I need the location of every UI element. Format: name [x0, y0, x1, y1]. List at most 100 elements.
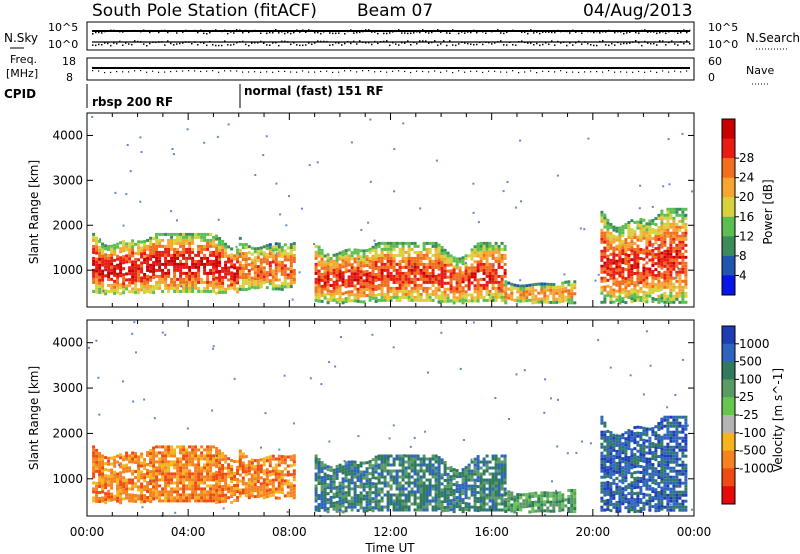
- echo-cell: [458, 257, 462, 261]
- echo-cell: [494, 247, 498, 251]
- echo-cell: [503, 268, 507, 272]
- echo-cell: [600, 279, 604, 283]
- echo-cell: [143, 240, 147, 243]
- echo-cell: [488, 295, 492, 299]
- echo-cell: [624, 280, 628, 284]
- echo-cell: [329, 296, 333, 299]
- colorbar-swatch: [722, 275, 735, 296]
- echo-cell: [134, 284, 138, 288]
- echo-cell: [167, 454, 171, 458]
- echo-cell: [678, 261, 682, 265]
- echo-cell: [681, 300, 685, 304]
- echo-cell: [289, 252, 293, 256]
- echo-cell: [678, 270, 682, 274]
- echo-cell: [236, 499, 240, 502]
- echo-cell: [338, 490, 342, 494]
- echo-cell: [431, 484, 435, 488]
- echo-cell: [681, 234, 685, 238]
- echo-cell: [224, 287, 228, 291]
- echo-cell: [428, 250, 432, 254]
- echo-cell: [425, 502, 429, 506]
- echo-cell: [660, 218, 664, 222]
- echo-cell: [131, 287, 135, 291]
- nave-point: [212, 70, 214, 72]
- echo-cell: [268, 270, 272, 274]
- echo-cell: [209, 268, 213, 272]
- echo-cell: [660, 230, 664, 234]
- echo-cell: [280, 287, 284, 291]
- echo-cell: [467, 299, 471, 303]
- echo-cell: [645, 267, 649, 271]
- echo-cell: [654, 277, 658, 281]
- echo-cell: [464, 290, 468, 294]
- nsearch-point: [440, 43, 442, 45]
- echo-cell: [119, 483, 123, 487]
- echo-cell: [461, 274, 465, 278]
- nsearch-point: [251, 42, 253, 44]
- echo-cell: [247, 490, 251, 494]
- echo-cell: [389, 499, 393, 503]
- echo-cell: [247, 263, 251, 267]
- echo-cell: [612, 237, 616, 241]
- echo-cell: [636, 262, 640, 266]
- echo-cell: [365, 285, 369, 288]
- echo-cell: [277, 248, 281, 252]
- echo-cell: [329, 504, 333, 508]
- echo-cell: [392, 499, 396, 503]
- echo-cell: [657, 261, 661, 265]
- echo-noise: [681, 132, 684, 135]
- echo-cell: [253, 250, 257, 254]
- echo-cell: [603, 300, 607, 304]
- echo-cell: [241, 452, 245, 456]
- echo-cell: [119, 471, 123, 475]
- echo-cell: [194, 454, 198, 458]
- echo-cell: [185, 469, 189, 473]
- echo-cell: [143, 273, 147, 276]
- echo-cell: [467, 293, 471, 297]
- echo-cell: [101, 254, 105, 258]
- echo-cell: [338, 254, 342, 258]
- echo-cell: [182, 253, 186, 257]
- echo-cell: [600, 288, 604, 292]
- echo-cell: [170, 481, 174, 485]
- echo-cell: [326, 492, 330, 496]
- echo-cell: [488, 271, 492, 275]
- echo-cell: [398, 457, 402, 461]
- echo-cell: [215, 234, 219, 238]
- echo-cell: [113, 246, 117, 250]
- echo-cell: [253, 271, 257, 275]
- echo-cell: [271, 493, 275, 497]
- echo-cell: [155, 496, 159, 500]
- echo-cell: [434, 499, 438, 503]
- echo-cell: [194, 271, 198, 275]
- echo-cell: [146, 268, 150, 272]
- echo-cell: [188, 454, 192, 458]
- echo-cell: [119, 489, 123, 493]
- echo-cell: [675, 243, 679, 247]
- echo-cell: [672, 255, 676, 259]
- nave-point: [230, 70, 232, 72]
- echo-cell: [274, 475, 278, 479]
- echo-cell: [329, 299, 333, 302]
- nsearch-point: [386, 40, 388, 42]
- echo-cell: [259, 264, 263, 268]
- echo-cell: [672, 216, 676, 220]
- echo-cell: [283, 285, 287, 289]
- echo-cell: [651, 255, 655, 258]
- echo-cell: [221, 455, 225, 458]
- echo-noise: [316, 161, 319, 164]
- echo-cell: [383, 493, 387, 497]
- echo-cell: [203, 481, 207, 485]
- echo-cell: [434, 265, 438, 269]
- echo-cell: [338, 481, 342, 485]
- echo-cell: [149, 476, 153, 480]
- nsky-point: [671, 30, 673, 32]
- echo-cell: [259, 482, 263, 486]
- echo-cell: [633, 284, 637, 287]
- echo-cell: [681, 213, 685, 217]
- echo-cell: [250, 467, 254, 471]
- echo-cell: [95, 466, 99, 470]
- echo-noise: [638, 207, 641, 210]
- echo-cell: [344, 500, 348, 504]
- echo-cell: [419, 463, 423, 467]
